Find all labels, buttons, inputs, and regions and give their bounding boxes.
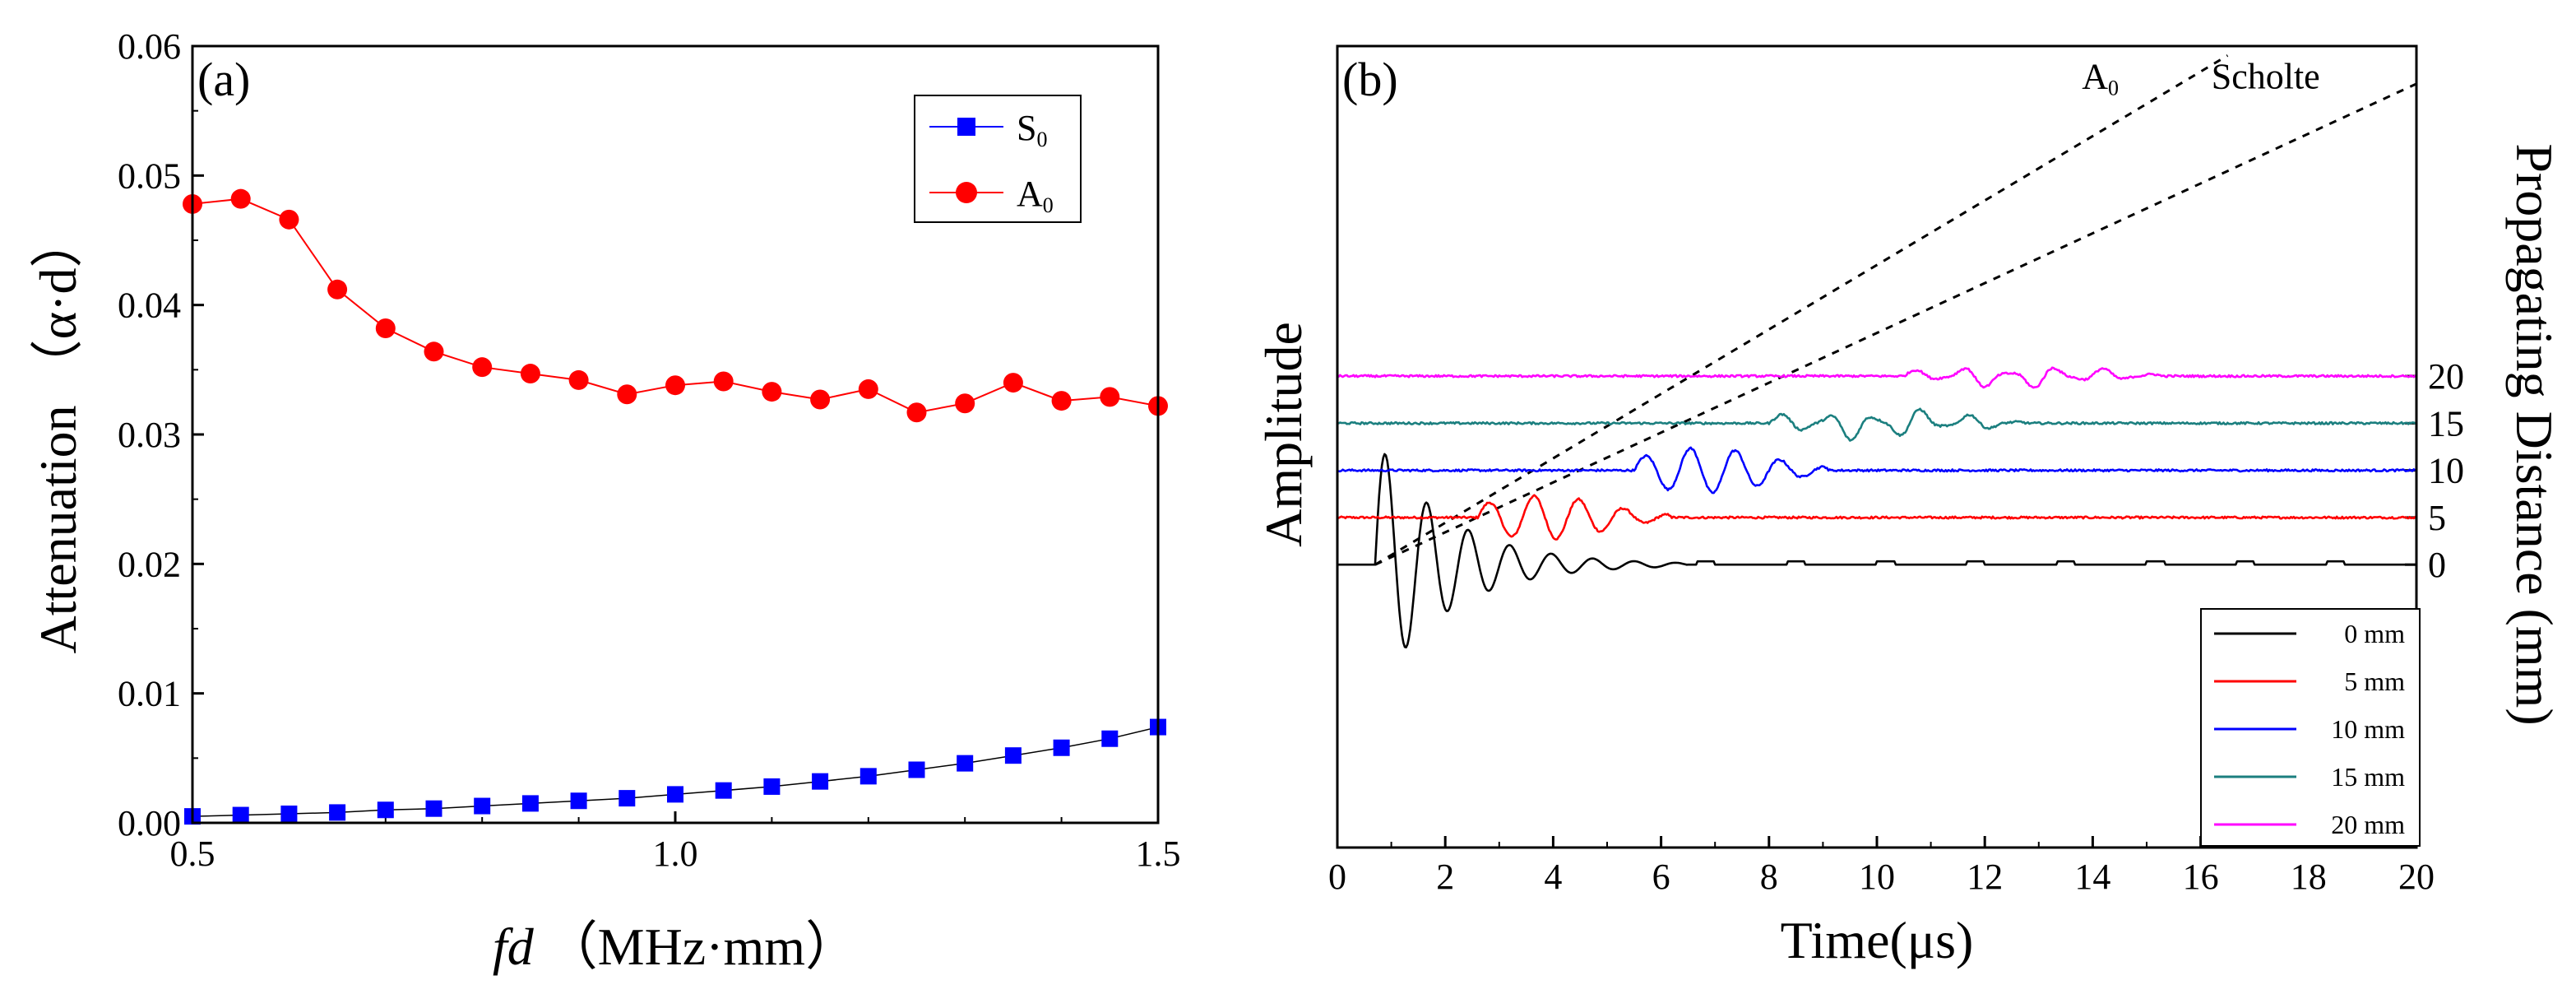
panel-b: 0 2 4 6 8 10 12 14 16 18 20 0 5 10 15 20 (b) A0 Scholte… (1254, 44, 2564, 969)
a-a0-point (520, 364, 540, 384)
b-xtick-label: 8 (1760, 857, 1778, 897)
a-a0-point (1003, 373, 1023, 393)
b-trace-15mm (1337, 407, 2416, 442)
legend-a0-label: A0 (1017, 174, 1054, 217)
legend-a0-marker (956, 182, 977, 203)
panel-a-label: (a) (197, 53, 250, 106)
b-legend-label: 15 mm (2331, 762, 2405, 792)
b-annotation-0: A0 (2082, 57, 2119, 100)
b-legend-label: 10 mm (2331, 714, 2405, 744)
panel-a-ylabel: Attenuation （α·d） (29, 216, 87, 654)
a-a0-point (955, 393, 975, 414)
b-legend-label: 0 mm (2344, 619, 2405, 648)
a-a0-point (762, 382, 782, 402)
b-xtick-label: 6 (1652, 857, 1670, 897)
a-ytick-label: 0.00 (118, 803, 181, 843)
a-a0-point (713, 371, 734, 392)
b-annotation-1: Scholte (2212, 57, 2320, 97)
b-rtick-label: 5 (2428, 498, 2446, 538)
panel-a-legend: S0 A0 (914, 95, 1082, 223)
a-a0-point (906, 402, 927, 423)
b-xtick-label: 0 (1328, 857, 1346, 897)
panel-a-xlabel: fd （MHz·mm） (493, 917, 858, 976)
b-trace-10mm (1337, 446, 2416, 495)
a-s0-point (329, 804, 346, 821)
a-s0-point (763, 778, 781, 795)
a-a0-point (665, 375, 685, 396)
b-rtick-label: 10 (2428, 451, 2464, 491)
a-s0-point (474, 797, 491, 815)
panel-a: 0.5 1.0 1.5 0.00 0.01 0.02 0.03 0.04 0.05 0.06 (… (29, 26, 1181, 976)
legend-s0-label: S0 (1017, 108, 1047, 151)
a-a0-point (1100, 387, 1120, 407)
a-a0-point (279, 209, 299, 230)
a-s0-point (232, 806, 249, 824)
b-rtick-label: 20 (2428, 356, 2464, 397)
a-a0-point (424, 341, 444, 362)
a-s0-point (859, 768, 877, 785)
b-rtick-label: 0 (2428, 545, 2446, 585)
a-a0-point (230, 188, 251, 209)
b-trace-5mm (1337, 494, 2416, 541)
a-s0-point (1101, 730, 1119, 747)
a-s0-point (377, 801, 394, 819)
panel-a-frame (191, 44, 1160, 824)
panel-a-legend-box (914, 95, 1082, 223)
a-xtick-label: 1.5 (1136, 834, 1181, 874)
a-ytick-label: 0.03 (118, 415, 181, 455)
a-s0-point (957, 755, 974, 772)
a-ytick-label: 0.02 (118, 544, 181, 584)
a-s0-point (812, 773, 829, 790)
a-a0-point (568, 369, 589, 390)
b-xtick-label: 2 (1436, 857, 1454, 897)
a-s0-point (908, 761, 925, 778)
a-s0-point (1053, 739, 1070, 756)
a-s0-point (521, 795, 539, 812)
a-s0-point (570, 792, 587, 810)
panel-b-frame (1336, 44, 2418, 849)
b-legend-label: 20 mm (2331, 810, 2405, 839)
b-xtick-label: 4 (1544, 857, 1562, 897)
a-s0-point (715, 782, 732, 799)
panel-b-label: (b) (1342, 53, 1398, 106)
a-a0-point (810, 389, 831, 410)
a-xtick-label: 0.5 (170, 834, 215, 874)
a-s0-point (425, 800, 442, 817)
a-a0-point (1051, 391, 1072, 411)
a-ytick-label: 0.05 (118, 156, 181, 196)
a-a0-point (375, 318, 396, 338)
a-s0-point (280, 805, 298, 822)
a-s0-point (667, 786, 683, 803)
panel-b-ylabel-right: Propagating Distance (mm) (2505, 143, 2564, 725)
a-a0-point (472, 357, 493, 378)
a-ytick-label: 0.04 (118, 286, 181, 326)
panel-b-ylabel-left: Amplitude (1254, 322, 1313, 547)
b-xtick-label: 12 (1967, 857, 2003, 897)
panel-b-legend-box (2200, 608, 2421, 847)
panel-b-legend: 0 mm 5 mm 10 mm 15 mm 20 mm (2200, 608, 2421, 847)
a-ytick-label: 0.06 (118, 26, 181, 67)
a-ytick-label: 0.01 (118, 674, 181, 714)
b-xtick-label: 14 (2074, 857, 2110, 897)
panel-b-xlabel: Time(μs) (1781, 911, 1974, 969)
a-a0-point (617, 384, 637, 405)
legend-s0-marker (957, 118, 975, 136)
b-xtick-label: 10 (1859, 857, 1895, 897)
a-xtick-label: 1.0 (653, 834, 698, 874)
b-dashed-A0-line (1374, 54, 2229, 566)
a-s0-point (619, 790, 636, 807)
b-xtick-label: 18 (2291, 857, 2327, 897)
b-rtick-label: 15 (2428, 403, 2464, 444)
b-xtick-label: 16 (2183, 857, 2219, 897)
b-trace-0mm (1337, 453, 2416, 649)
b-xtick-label: 20 (2398, 857, 2435, 897)
a-a0-point (327, 279, 348, 300)
a-a0-point (858, 379, 878, 399)
a-s0-point (1004, 747, 1022, 764)
b-trace-20mm (1337, 366, 2416, 389)
b-legend-label: 5 mm (2344, 667, 2405, 696)
